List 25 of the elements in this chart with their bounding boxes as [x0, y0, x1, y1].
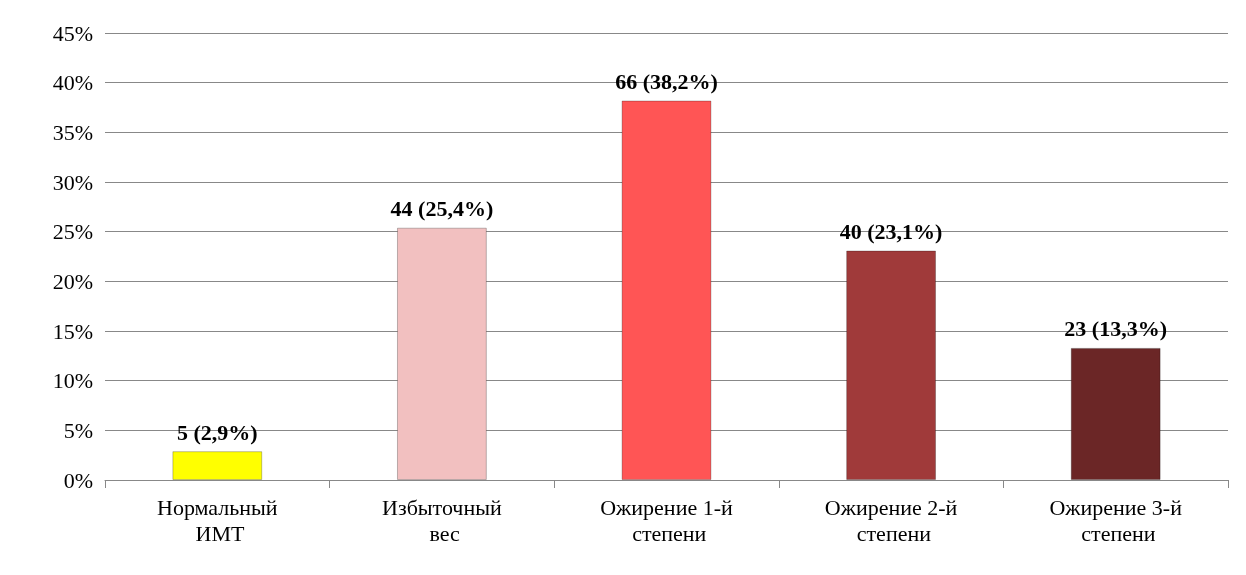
- data-label: 5 (2,9%): [176, 419, 258, 445]
- y-tick-label: 15%: [52, 318, 93, 344]
- y-tick-label: 45%: [52, 20, 93, 46]
- y-tick-label: 30%: [52, 169, 93, 195]
- y-tick-label: 25%: [52, 219, 93, 245]
- y-tick-label: 35%: [52, 119, 93, 145]
- y-tick-label: 0%: [63, 467, 93, 493]
- x-tick-label: Ожирение 3-й степени: [1049, 494, 1183, 546]
- x-tick-label: Избыточный вес: [382, 494, 502, 546]
- data-label: 66 (38,2%): [615, 69, 718, 95]
- x-tick-label: Нормальный ИМТ: [156, 494, 278, 546]
- bar: [1070, 347, 1161, 480]
- bar: [396, 227, 487, 480]
- bar: [172, 451, 263, 480]
- data-label: 44 (25,4%): [390, 196, 494, 222]
- y-tick-label: 20%: [52, 268, 93, 294]
- data-label: 40 (23,1%): [839, 219, 943, 245]
- y-tick-label: 10%: [52, 368, 93, 394]
- x-tick-label: Ожирение 2-й степени: [824, 494, 958, 546]
- bar: [621, 100, 712, 480]
- data-label: 23 (13,3%): [1064, 316, 1168, 342]
- bar: [846, 250, 937, 480]
- x-tick-label: Ожирение 1-й степени: [600, 494, 733, 546]
- y-tick-label: 40%: [52, 70, 93, 96]
- y-tick-label: 5%: [63, 417, 93, 443]
